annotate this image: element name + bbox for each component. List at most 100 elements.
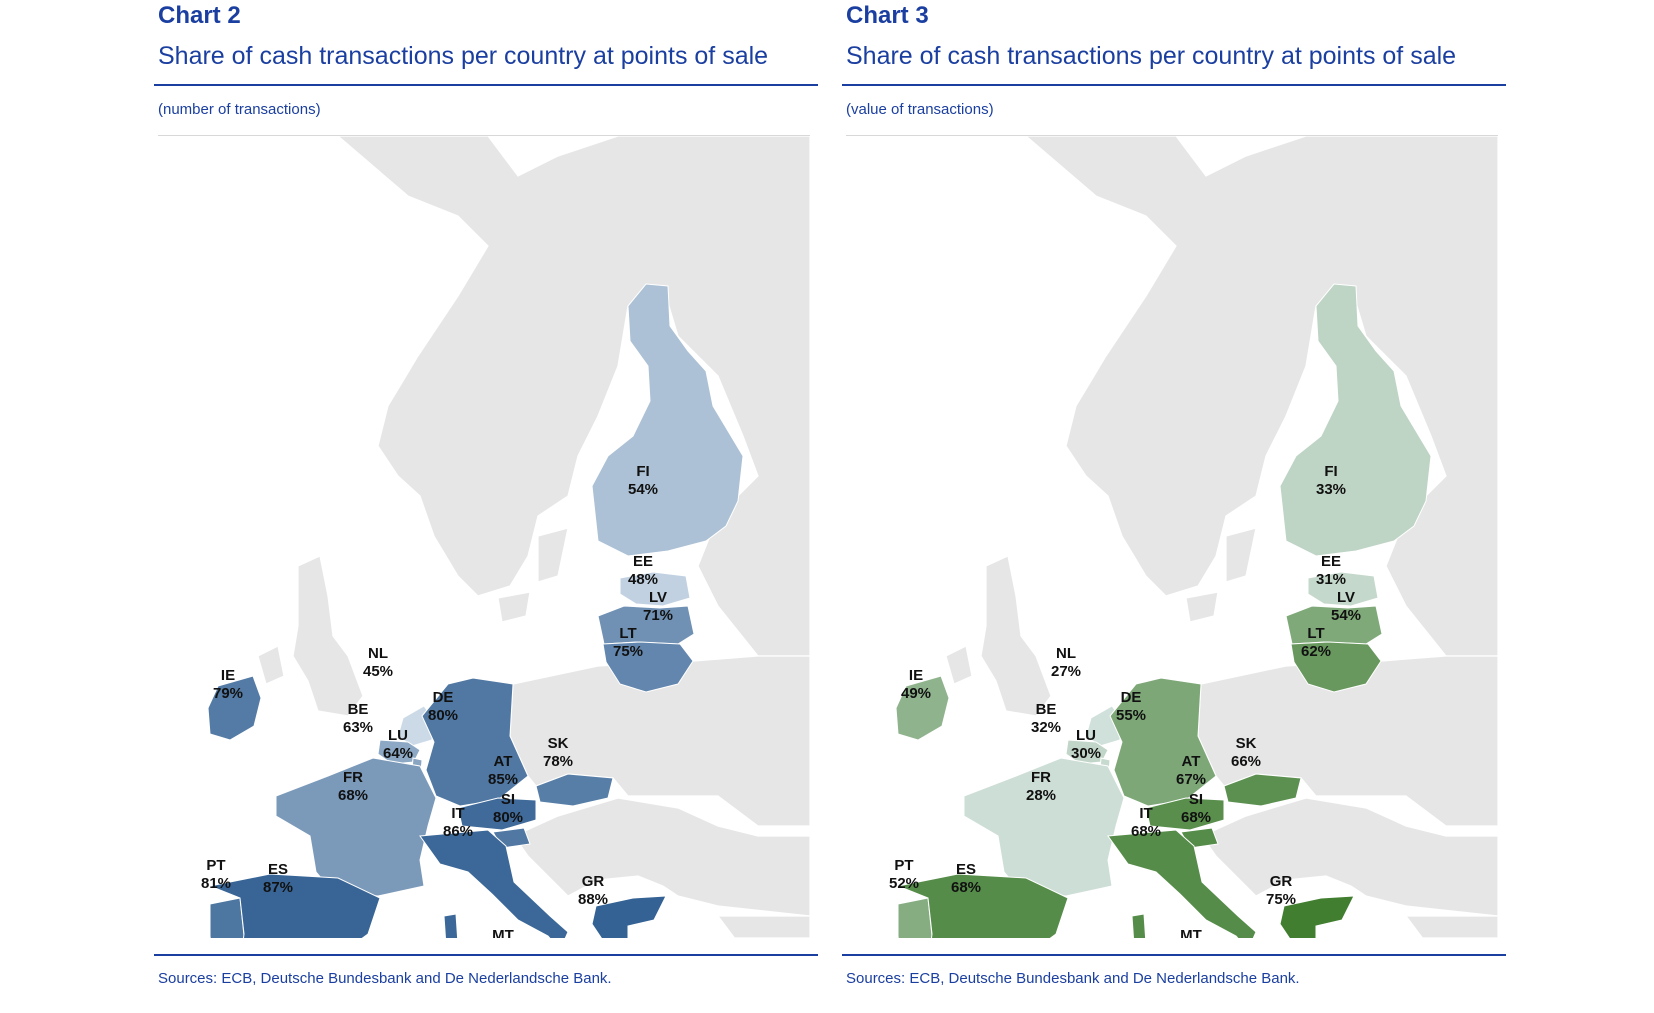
country-code-label: PT <box>894 857 913 874</box>
country-shape-it <box>1107 829 1257 938</box>
country-shape-pt <box>209 897 245 938</box>
country-value-label: 87% <box>263 879 293 896</box>
country-value-label: 78% <box>543 753 573 770</box>
country-value-label: 85% <box>488 771 518 788</box>
chart-number: Chart 3 <box>846 2 929 29</box>
country-shape-gr <box>1279 895 1355 938</box>
country-value-label: 75% <box>1266 891 1296 908</box>
country-value-label: 68% <box>338 787 368 804</box>
country-value-label: 48% <box>628 571 658 588</box>
title-rule <box>154 84 818 86</box>
footer-rule <box>842 954 1506 956</box>
country-code-label: ES <box>956 861 976 878</box>
country-shape-ie <box>207 675 262 741</box>
country-value-label: 88% <box>578 891 608 908</box>
chart-title: Share of cash transactions per country a… <box>158 42 769 70</box>
country-code-label: SI <box>501 791 515 808</box>
sources-note: Sources: ECB, Deutsche Bundesbank and De… <box>846 970 1300 987</box>
country-shape-at <box>1145 797 1225 831</box>
background-land <box>509 655 810 827</box>
europe-map-number: FI 54% EE 48% LV 71% LT 75% IE 79% NL 45% BE 63% LU 64%… <box>158 136 810 938</box>
country-code-label: BE <box>1036 701 1057 718</box>
country-value-label: 62% <box>1301 643 1331 660</box>
country-value-label: 64% <box>383 745 413 762</box>
country-code-label: DE <box>433 689 454 706</box>
background-land <box>292 555 364 717</box>
country-code-label: FR <box>1031 769 1051 786</box>
country-code-label: LU <box>1076 727 1096 744</box>
chart-3-panel: Chart 3 Share of cash transactions per c… <box>842 0 1506 1013</box>
background-land <box>537 527 569 583</box>
europe-map-value: FI 33% EE 31% LV 54% LT 62% IE 49% NL 27% BE 32% LU 30%… <box>846 136 1498 938</box>
country-shape-sk <box>535 773 614 807</box>
background-land <box>337 136 810 657</box>
country-value-label: 55% <box>1116 707 1146 724</box>
country-shape-at <box>457 797 537 831</box>
background-land <box>980 555 1052 717</box>
country-value-label: 27% <box>1051 663 1081 680</box>
country-value-label: 30% <box>1071 745 1101 762</box>
country-code-label: NL <box>368 645 388 662</box>
background-land <box>1197 655 1498 827</box>
country-code-label: NL <box>1056 645 1076 662</box>
country-value-label: 80% <box>493 809 523 826</box>
country-shape-es <box>896 873 1069 938</box>
country-shape-it <box>1131 913 1147 938</box>
country-shape-lt <box>602 641 694 693</box>
country-code-label: DE <box>1121 689 1142 706</box>
country-shape-fr <box>275 757 437 897</box>
country-shape-de <box>1109 677 1217 807</box>
background-land <box>1225 527 1257 583</box>
footer-rule <box>154 954 818 956</box>
country-code-label: LT <box>1307 625 1324 642</box>
title-rule <box>842 84 1506 86</box>
country-code-label: MT <box>1180 927 1202 938</box>
country-code-label: IT <box>451 805 464 822</box>
background-land <box>513 797 810 917</box>
sources-note: Sources: ECB, Deutsche Bundesbank and De… <box>158 970 612 987</box>
country-value-label: 49% <box>901 685 931 702</box>
chart-subtitle: (value of transactions) <box>846 101 994 118</box>
chart-2-panel: Chart 2 Share of cash transactions per c… <box>154 0 818 1013</box>
country-value-label: 71% <box>643 607 673 624</box>
chart-title: Share of cash transactions per country a… <box>846 42 1457 70</box>
country-code-label: LV <box>1337 589 1355 606</box>
country-value-label: 52% <box>889 875 919 892</box>
country-shape-fr <box>963 757 1125 897</box>
country-value-label: 75% <box>613 643 643 660</box>
country-value-label: 66% <box>1231 753 1261 770</box>
country-code-label: IE <box>909 667 923 684</box>
country-code-label: FI <box>1324 463 1337 480</box>
country-value-label: 31% <box>1316 571 1346 588</box>
country-value-label: 68% <box>1131 823 1161 840</box>
country-code-label: LU <box>388 727 408 744</box>
chart-number: Chart 2 <box>158 2 241 29</box>
country-value-label: 67% <box>1176 771 1206 788</box>
country-code-label: IE <box>221 667 235 684</box>
country-value-label: 68% <box>1181 809 1211 826</box>
background-land <box>257 645 285 685</box>
country-code-label: LV <box>649 589 667 606</box>
country-shape-it <box>443 913 459 938</box>
country-code-label: AT <box>494 753 513 770</box>
background-land <box>1201 797 1498 917</box>
country-shape-es <box>208 873 381 938</box>
background-land <box>716 915 810 938</box>
country-value-label: 81% <box>201 875 231 892</box>
country-value-label: 80% <box>428 707 458 724</box>
country-code-label: PT <box>206 857 225 874</box>
country-value-label: 79% <box>213 685 243 702</box>
country-code-label: AT <box>1182 753 1201 770</box>
country-shape-lt <box>1290 641 1382 693</box>
country-value-label: 54% <box>628 481 658 498</box>
country-value-label: 28% <box>1026 787 1056 804</box>
country-code-label: SK <box>548 735 569 752</box>
country-code-label: EE <box>1321 553 1341 570</box>
country-shape-ee <box>1307 571 1379 607</box>
country-value-label: 33% <box>1316 481 1346 498</box>
country-code-label: EE <box>633 553 653 570</box>
country-code-label: GR <box>582 873 605 890</box>
country-code-label: SI <box>1189 791 1203 808</box>
